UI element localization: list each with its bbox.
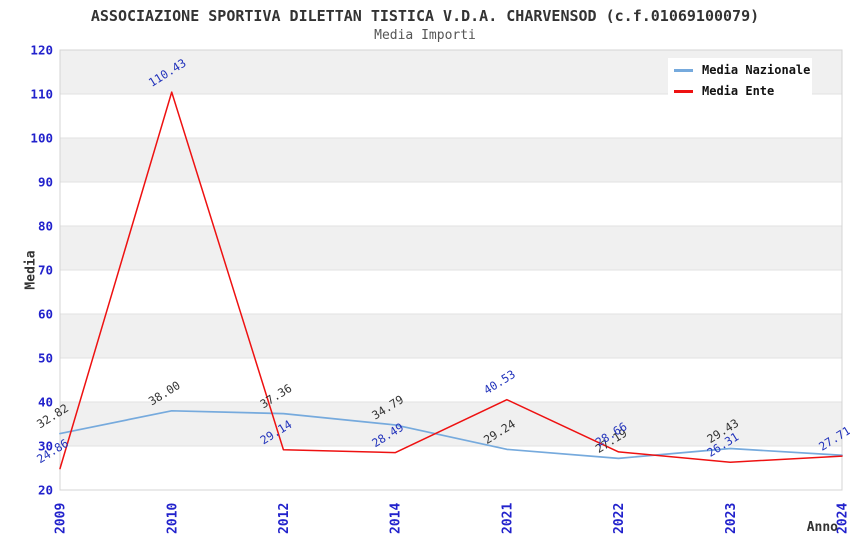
x-axis-label: Anno bbox=[806, 520, 838, 535]
y-tick-label: 120 bbox=[30, 42, 53, 57]
y-tick-label: 70 bbox=[38, 262, 53, 277]
chart-title: ASSOCIAZIONE SPORTIVA DILETTAN TISTICA V… bbox=[90, 7, 760, 25]
x-tick-label: 2010 bbox=[165, 503, 180, 534]
legend-item-media-nazionale: Media Nazionale bbox=[674, 63, 810, 77]
y-tick-label: 110 bbox=[30, 86, 53, 101]
y-axis-label: Media bbox=[23, 250, 39, 290]
legend-swatch-icon bbox=[674, 89, 693, 93]
data-label: 40.53 bbox=[481, 367, 518, 397]
x-tick-label: 2022 bbox=[612, 503, 627, 534]
legend-item-media-ente: Media Ente bbox=[674, 84, 806, 98]
plot-band bbox=[60, 314, 842, 358]
plot-border bbox=[59, 49, 843, 491]
x-tick-label: 2021 bbox=[500, 503, 515, 534]
x-tick-label: 2024 bbox=[836, 503, 850, 534]
legend-item-label: Media Ente bbox=[702, 84, 775, 98]
plot-band bbox=[60, 138, 842, 182]
legend-item-label: Media Nazionale bbox=[702, 63, 811, 77]
plot-band bbox=[60, 402, 842, 446]
x-tick-label: 2023 bbox=[724, 503, 739, 534]
legend: Media Nazionale Media Ente bbox=[668, 58, 812, 103]
y-tick-label: 80 bbox=[38, 218, 53, 233]
plot-band bbox=[60, 226, 842, 270]
y-tick-label: 50 bbox=[38, 350, 53, 365]
chart-subtitle: Media Importi bbox=[374, 28, 476, 43]
x-tick-label: 2014 bbox=[389, 503, 404, 534]
x-tick-label: 2012 bbox=[277, 503, 292, 534]
series-line-media-nazionale bbox=[59, 409, 843, 460]
y-tick-label: 40 bbox=[38, 394, 53, 409]
x-tick-label: 2009 bbox=[54, 503, 69, 534]
legend-swatch-icon bbox=[674, 68, 693, 72]
y-tick-label: 90 bbox=[38, 174, 53, 189]
series-line-media-ente bbox=[59, 91, 843, 470]
y-tick-label: 100 bbox=[30, 130, 53, 145]
y-tick-label: 20 bbox=[38, 482, 53, 497]
y-tick-label: 60 bbox=[38, 306, 53, 321]
y-tick-label: 30 bbox=[38, 438, 53, 453]
